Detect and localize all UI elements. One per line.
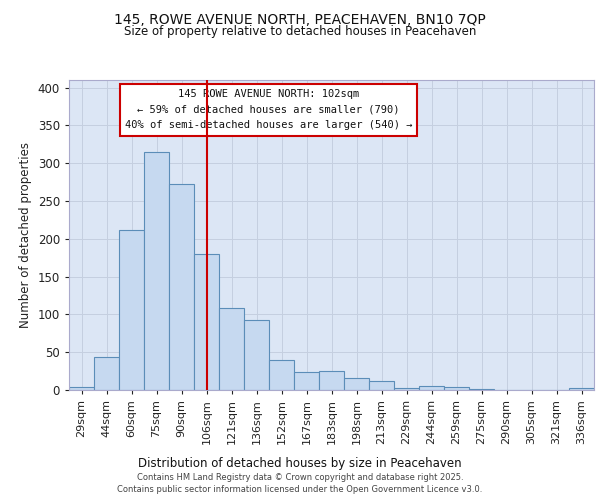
Bar <box>394 388 419 390</box>
Bar <box>419 386 444 390</box>
Bar <box>144 152 169 390</box>
Bar <box>294 372 319 390</box>
Bar <box>194 254 219 390</box>
Text: Size of property relative to detached houses in Peacehaven: Size of property relative to detached ho… <box>124 25 476 38</box>
Bar <box>369 381 394 390</box>
Y-axis label: Number of detached properties: Number of detached properties <box>19 142 32 328</box>
Bar <box>444 387 469 390</box>
Bar <box>569 388 594 390</box>
Bar <box>69 387 94 390</box>
Bar <box>319 371 344 390</box>
Bar <box>244 320 269 390</box>
Text: 145 ROWE AVENUE NORTH: 102sqm
← 59% of detached houses are smaller (790)
40% of : 145 ROWE AVENUE NORTH: 102sqm ← 59% of d… <box>125 90 412 130</box>
Bar <box>269 360 294 390</box>
Bar <box>94 356 119 390</box>
Text: Contains HM Land Registry data © Crown copyright and database right 2025.
Contai: Contains HM Land Registry data © Crown c… <box>118 472 482 494</box>
Text: 145, ROWE AVENUE NORTH, PEACEHAVEN, BN10 7QP: 145, ROWE AVENUE NORTH, PEACEHAVEN, BN10… <box>114 12 486 26</box>
Text: Distribution of detached houses by size in Peacehaven: Distribution of detached houses by size … <box>138 458 462 470</box>
Bar <box>219 308 244 390</box>
Bar <box>119 230 144 390</box>
Bar <box>344 378 369 390</box>
Bar <box>169 184 194 390</box>
Bar <box>469 389 494 390</box>
